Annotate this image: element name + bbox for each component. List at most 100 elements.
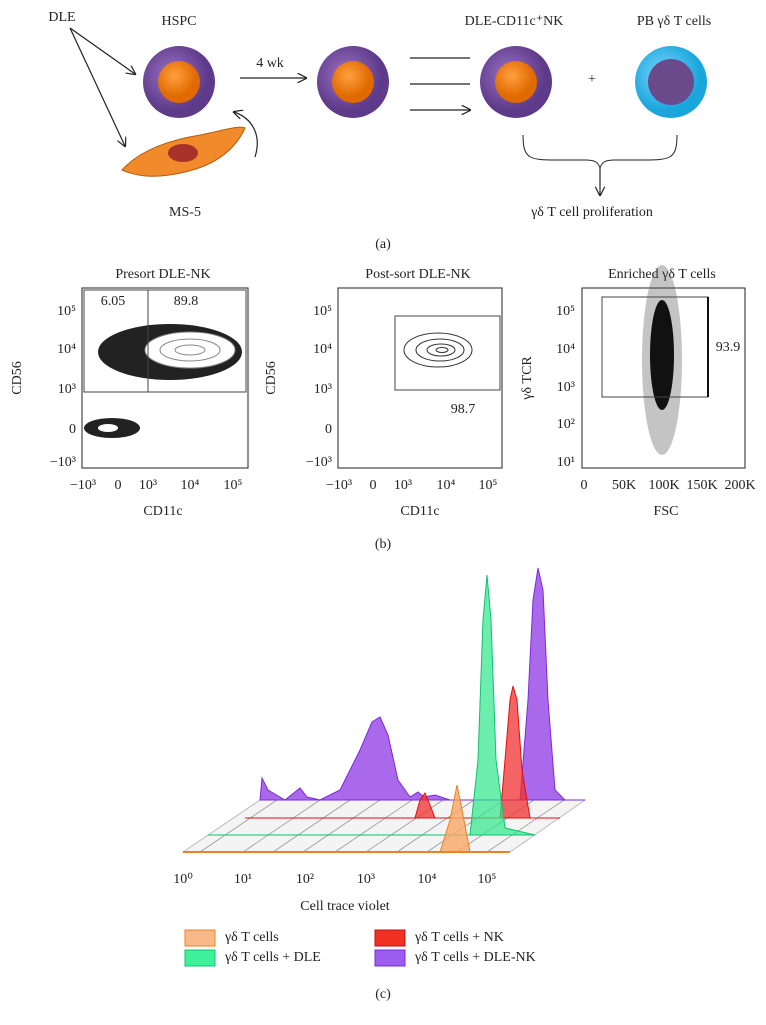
legend-swatch <box>184 949 216 967</box>
x-axis-label: Cell trace violet <box>300 899 390 914</box>
nucleus <box>495 61 537 103</box>
y-tick-label: 10¹ <box>557 455 575 470</box>
x-tick-label: −10³ <box>326 478 352 493</box>
x-axis-label: CD11c <box>400 504 439 519</box>
plot-title: Presort DLE-NK <box>115 267 210 282</box>
y-tick-label: 10² <box>557 417 575 432</box>
arrow <box>69 27 125 146</box>
x-tick-label: 10² <box>296 872 314 887</box>
x-tick-label: 10⁴ <box>418 872 437 887</box>
contour <box>159 338 221 362</box>
y-tick-label: −10³ <box>50 455 76 470</box>
x-tick-label: 10³ <box>394 478 412 493</box>
panel-label: (b) <box>375 537 392 552</box>
y-axis-label: CD56 <box>264 361 279 394</box>
panel-label: (c) <box>375 987 391 1002</box>
y-tick-label: 10⁴ <box>313 342 332 357</box>
x-tick-label: −10³ <box>70 478 96 493</box>
legend-swatch <box>184 929 216 947</box>
x-tick-label: 200K <box>724 478 755 493</box>
x-tick-label: 10⁴ <box>437 478 456 493</box>
panel-c: 10⁰ 10¹ 10² 10³ 10⁴ 10⁵ Cell trace viole… <box>173 567 587 1002</box>
y-tick-label: 10⁵ <box>57 304 76 319</box>
x-tick-label: 10⁵ <box>224 478 243 493</box>
x-tick-label: 10⁵ <box>478 872 497 887</box>
legend-label: γδ T cells + NK <box>414 930 504 945</box>
y-tick-label: 10³ <box>557 380 575 395</box>
nucleus <box>158 61 200 103</box>
label: PB γδ T cells <box>637 14 711 29</box>
y-tick-label: 0 <box>69 422 76 437</box>
y-axis-label: γδ TCR <box>520 356 535 401</box>
arrow <box>234 112 258 158</box>
y-tick-label: 10⁵ <box>313 304 332 319</box>
x-tick-label: 10⁴ <box>181 478 200 493</box>
histogram <box>259 567 585 801</box>
y-axis-label: CD56 <box>10 361 25 394</box>
contour <box>435 347 449 353</box>
nucleus <box>648 59 694 105</box>
contour <box>174 344 206 356</box>
x-tick-label: 10¹ <box>234 872 252 887</box>
plot-title: Post-sort DLE-NK <box>365 267 470 282</box>
x-tick-label: 100K <box>648 478 679 493</box>
x-tick-label: 10³ <box>139 478 157 493</box>
gate <box>147 289 247 393</box>
panel-label: (a) <box>375 237 391 252</box>
x-tick-label: 0 <box>370 478 377 493</box>
x-axis-label: FSC <box>654 504 679 519</box>
contour <box>403 332 473 368</box>
plot-frame <box>581 287 746 469</box>
density <box>650 300 674 410</box>
contour <box>144 331 236 369</box>
y-tick-label: 10⁴ <box>57 342 76 357</box>
nucleus <box>168 144 198 162</box>
brace <box>522 134 678 170</box>
x-tick-label: 10³ <box>357 872 375 887</box>
y-tick-label: 0 <box>325 422 332 437</box>
label: MS-5 <box>169 205 201 220</box>
y-tick-label: −10³ <box>306 455 332 470</box>
panel-a: DLE HSPC MS-5 4 wk DLE-CD11c⁺NK + PB γδ … <box>48 10 711 252</box>
label: γδ T cell proliferation <box>530 205 653 220</box>
histogram <box>245 685 560 819</box>
y-tick-label: 10⁴ <box>556 342 575 357</box>
contour <box>426 343 456 357</box>
contour <box>98 424 118 432</box>
y-tick-label: 10⁵ <box>556 304 575 319</box>
plot-frame <box>81 287 249 469</box>
x-tick-label: 10⁰ <box>173 872 193 887</box>
label: DLE-CD11c⁺NK <box>465 14 564 29</box>
label: DLE <box>48 10 75 25</box>
gate-value: 93.9 <box>716 340 741 355</box>
legend-label: γδ T cells <box>224 930 279 945</box>
panel-b: Presort DLE-NK 6.05 89.8 10⁵ 10⁴ 10³ 0 −… <box>10 265 756 552</box>
x-axis-label: CD11c <box>143 504 182 519</box>
gate-value: 98.7 <box>451 402 476 417</box>
gate-value: 89.8 <box>174 294 199 309</box>
plot-frame <box>337 287 503 469</box>
plot-title: Enriched γδ T cells <box>608 267 716 282</box>
nucleus <box>332 61 374 103</box>
arrow <box>69 27 135 74</box>
legend-swatch <box>374 949 406 967</box>
legend-swatch <box>374 929 406 947</box>
label: 4 wk <box>256 56 284 71</box>
y-tick-label: 10³ <box>58 382 76 397</box>
x-tick-label: 0 <box>581 478 588 493</box>
x-tick-label: 50K <box>612 478 636 493</box>
x-tick-label: 150K <box>686 478 717 493</box>
gate <box>394 315 501 391</box>
y-tick-label: 10³ <box>314 382 332 397</box>
legend-label: γδ T cells + DLE-NK <box>414 950 536 965</box>
gate-value: 6.05 <box>101 294 126 309</box>
arrows <box>410 57 470 110</box>
x-tick-label: 0 <box>115 478 122 493</box>
histogram <box>208 574 536 836</box>
plus: + <box>588 72 596 87</box>
label: HSPC <box>161 14 196 29</box>
legend-label: γδ T cells + DLE <box>224 950 321 965</box>
contour <box>415 338 465 362</box>
x-tick-label: 10⁵ <box>479 478 498 493</box>
